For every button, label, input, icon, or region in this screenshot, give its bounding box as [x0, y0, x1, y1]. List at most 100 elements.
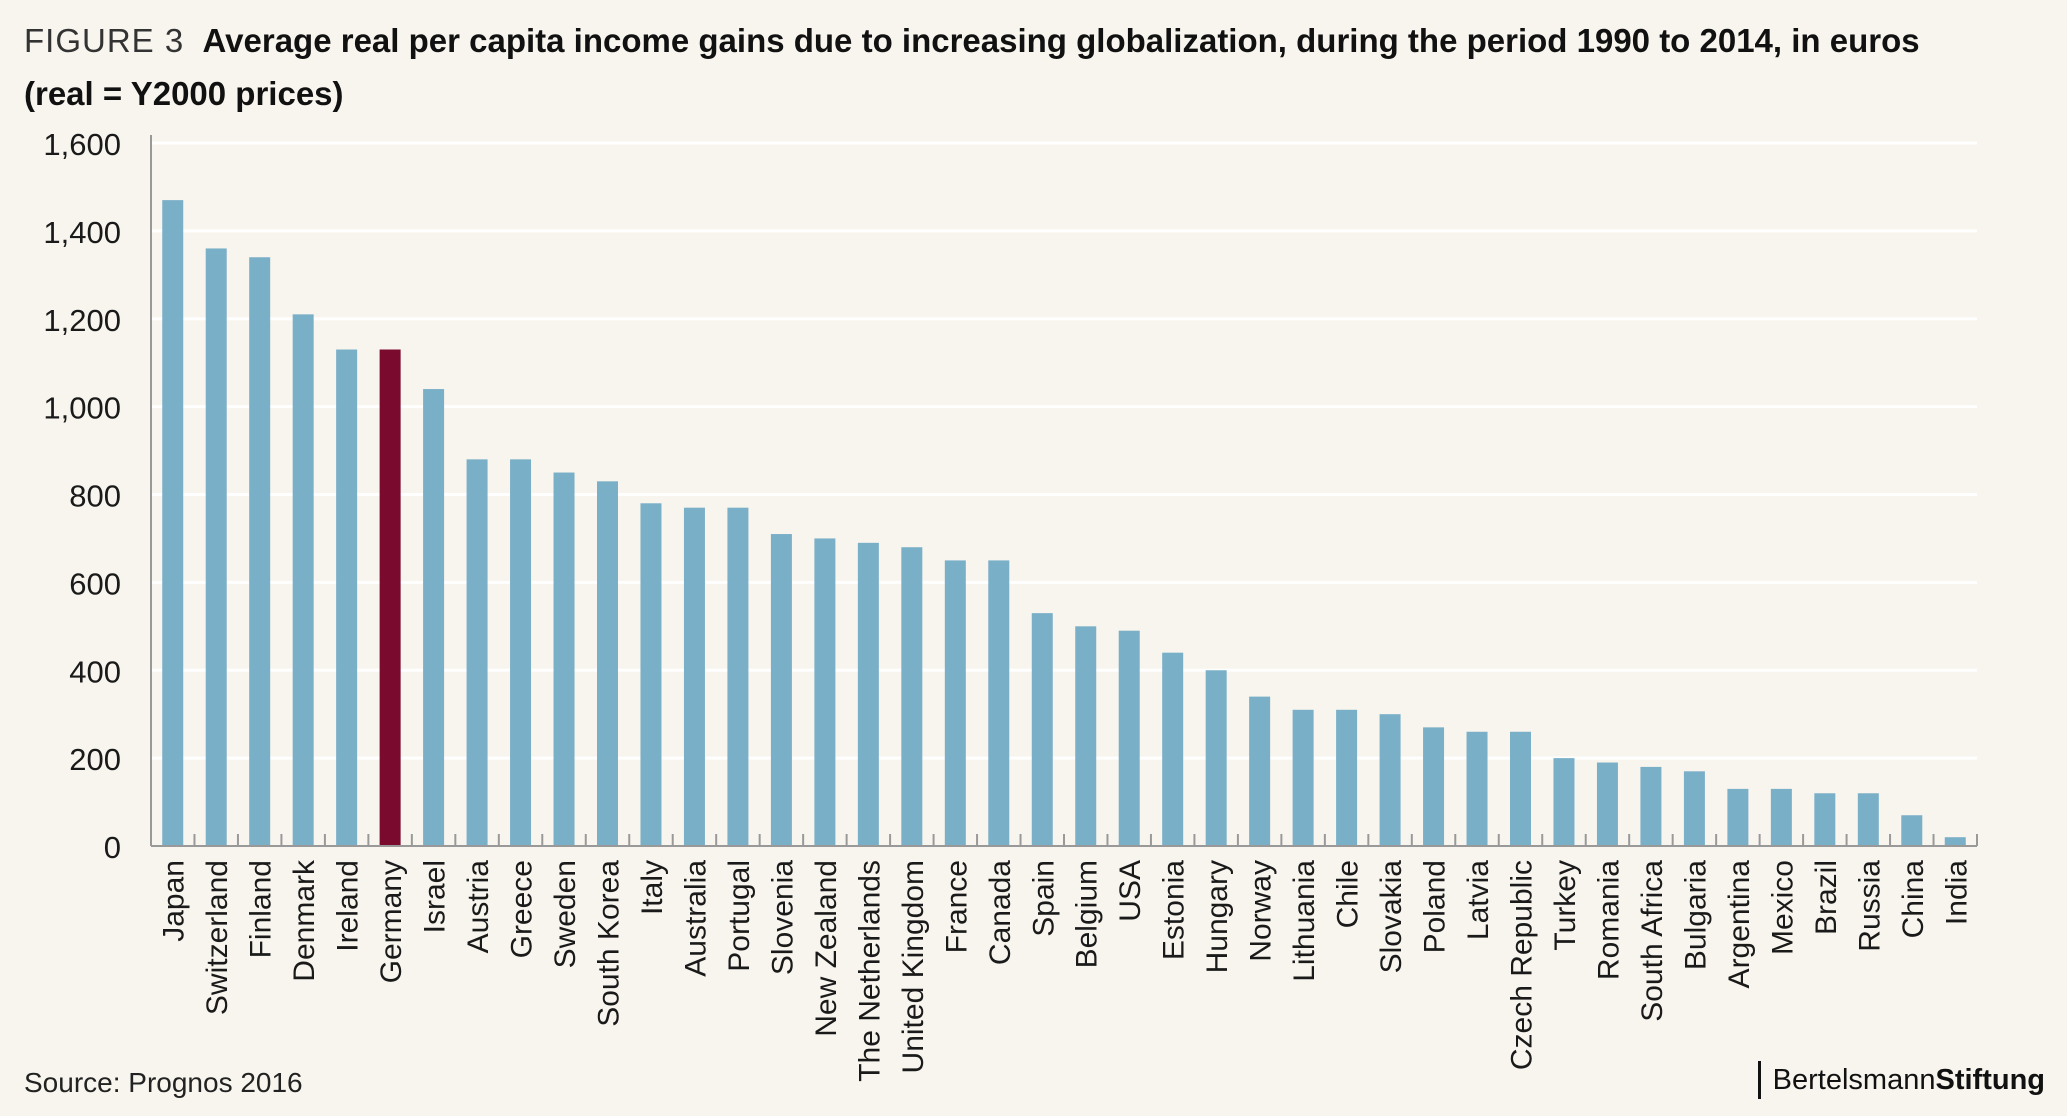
x-category-label: Slovenia: [766, 860, 799, 975]
x-category-label: Japan: [158, 860, 191, 942]
bar-argentina: [1727, 788, 1749, 846]
x-category-label: Norway: [1245, 860, 1278, 962]
y-tick-label: 1,400: [43, 215, 121, 250]
x-category-label: Ireland: [332, 860, 365, 952]
x-category-label: Romania: [1592, 860, 1625, 980]
x-category-label: Israel: [419, 860, 452, 933]
source-note: Source: Prognos 2016: [24, 1067, 303, 1098]
x-category-label: Poland: [1419, 860, 1452, 953]
bar-austria: [466, 459, 488, 846]
x-category-label: Latvia: [1462, 860, 1495, 940]
bar-poland: [1423, 727, 1445, 846]
x-category-label: South Korea: [593, 860, 626, 1027]
logo-divider: [1757, 1061, 1761, 1099]
bar-greece: [510, 459, 532, 846]
x-category-label: Argentina: [1723, 860, 1756, 989]
bar-mexico: [1770, 788, 1792, 846]
bar-hungary: [1205, 670, 1227, 846]
x-category-label: Lithuania: [1288, 860, 1321, 982]
bar-slovenia: [770, 534, 792, 846]
bar-sweden: [553, 472, 575, 846]
x-category-label: New Zealand: [810, 860, 843, 1037]
x-category-label: France: [940, 860, 973, 953]
bar-belgium: [1075, 626, 1097, 846]
x-category-label: Denmark: [288, 859, 321, 982]
x-category-label: USA: [1114, 860, 1147, 922]
x-category-label: Turkey: [1549, 860, 1582, 951]
x-category-label: Germany: [375, 860, 408, 983]
bar-new-zealand: [814, 538, 836, 846]
x-category-label: Spain: [1027, 860, 1060, 937]
bar-russia: [1857, 793, 1879, 846]
x-category-label: Slovakia: [1375, 860, 1408, 974]
chart-title-text: Average real per capita income gains due…: [202, 22, 1920, 59]
x-category-label: Hungary: [1201, 860, 1234, 973]
bar-the-netherlands: [857, 542, 879, 846]
x-category-label: Russia: [1853, 860, 1886, 952]
bar-denmark: [292, 314, 314, 846]
chart-subtitle: (real = Y2000 prices): [24, 75, 344, 112]
bar-turkey: [1553, 758, 1575, 846]
x-category-label: Brazil: [1810, 860, 1843, 935]
bar-brazil: [1814, 793, 1836, 846]
x-category-label: China: [1897, 860, 1930, 939]
x-category-label: Belgium: [1071, 860, 1104, 968]
x-category-label: Sweden: [549, 860, 582, 968]
bar-chile: [1336, 709, 1358, 846]
bar-estonia: [1162, 652, 1184, 846]
bar-italy: [640, 503, 662, 846]
x-category-label: Italy: [636, 860, 669, 915]
bar-usa: [1118, 630, 1140, 846]
y-tick-label: 1,000: [43, 391, 121, 426]
x-category-label: Switzerland: [201, 860, 234, 1015]
y-tick-label: 200: [69, 742, 121, 777]
x-category-label: Canada: [984, 860, 1017, 965]
x-category-label: Austria: [462, 860, 495, 954]
y-tick-label: 1,200: [43, 303, 121, 338]
x-category-label: The Netherlands: [853, 860, 886, 1082]
bar-finland: [249, 257, 271, 846]
y-tick-label: 800: [69, 479, 121, 514]
bar-latvia: [1466, 731, 1488, 846]
x-category-label: Czech Republic: [1506, 860, 1539, 1070]
y-tick-label: 400: [69, 654, 121, 689]
logo-text-bertelsmann: Bertelsmann: [1772, 1063, 1936, 1096]
bar-czech-republic: [1510, 731, 1531, 846]
bar-israel: [423, 389, 445, 846]
bar-united-kingdom: [901, 547, 923, 846]
x-category-label: Mexico: [1766, 860, 1799, 955]
bar-portugal: [727, 507, 749, 846]
bar-germany: [379, 349, 401, 846]
bar-china: [1901, 815, 1923, 846]
bar-japan: [162, 200, 184, 846]
bertelsmann-stiftung-logo: Bertelsmann Stiftung: [1757, 1060, 2045, 1100]
figure-label: FIGURE 3: [24, 22, 185, 59]
x-category-label: Portugal: [723, 860, 756, 972]
x-category-label: Australia: [679, 860, 712, 977]
bar-romania: [1596, 762, 1618, 846]
bar-south-africa: [1640, 766, 1662, 846]
bar-france: [944, 560, 966, 846]
x-category-label: United Kingdom: [897, 860, 930, 1073]
bar-spain: [1031, 613, 1053, 846]
x-category-label: Chile: [1332, 860, 1365, 928]
y-tick-label: 600: [69, 566, 121, 601]
bar-lithuania: [1292, 709, 1314, 846]
x-category-label: Finland: [245, 860, 278, 958]
bar-bulgaria: [1683, 771, 1705, 846]
x-category-label: India: [1940, 860, 1973, 925]
bar-slovakia: [1379, 714, 1401, 846]
bar-india: [1944, 837, 1966, 846]
x-category-label: Estonia: [1158, 860, 1191, 960]
y-tick-label: 0: [104, 830, 121, 865]
bar-ireland: [336, 349, 358, 846]
bar-south-korea: [597, 481, 618, 846]
bar-norway: [1249, 696, 1271, 846]
x-category-label: Greece: [506, 860, 539, 958]
x-category-label: Bulgaria: [1679, 860, 1712, 970]
x-category-label: South Africa: [1636, 860, 1669, 1022]
logo-text-stiftung: Stiftung: [1935, 1063, 2045, 1096]
bar-australia: [683, 507, 705, 846]
y-tick-label: 1,600: [43, 127, 121, 162]
